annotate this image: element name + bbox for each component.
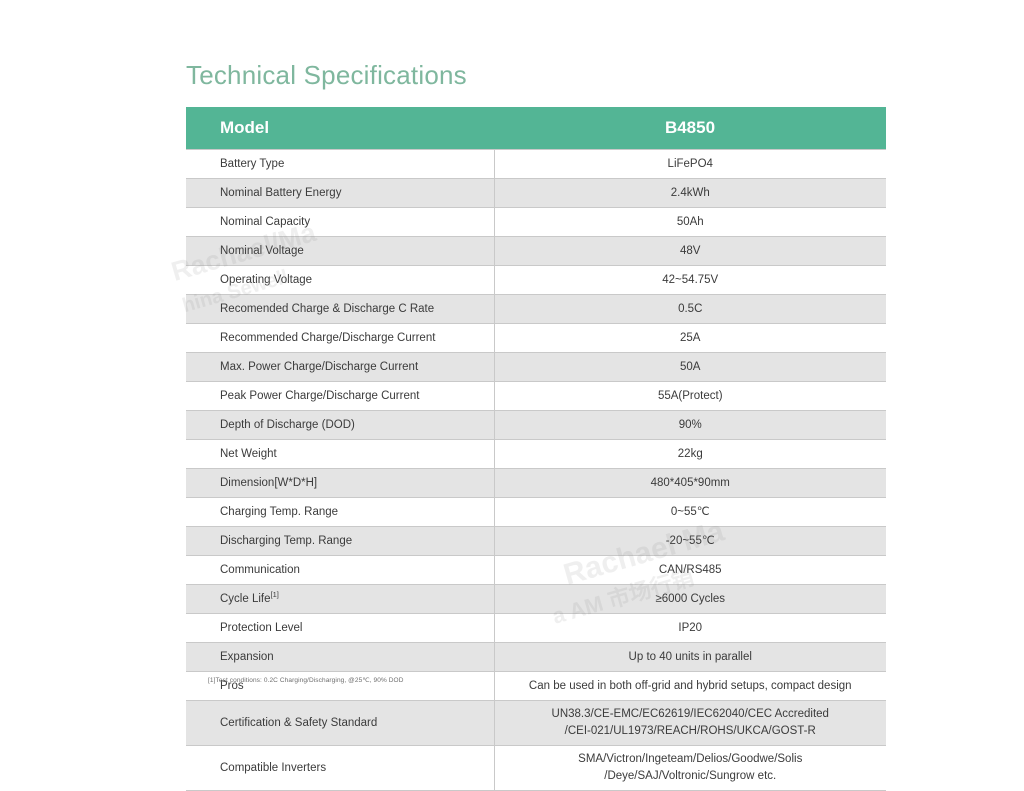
spec-label: Recommended Charge/Discharge Current	[186, 323, 495, 353]
column-header-b4850: B4850	[494, 107, 886, 150]
spec-label: Dimension[W*D*H]	[186, 468, 495, 498]
spec-value: IP20	[494, 613, 886, 643]
table-row: Pros Can be used in both off-grid and hyb…	[186, 671, 886, 701]
table-row: Nominal Battery Energy 2.4kWh	[186, 178, 886, 208]
table-row: Certification & Safety Standard UN38.3/CE…	[186, 700, 886, 746]
table-row: Expansion Up to 40 units in parallel	[186, 642, 886, 672]
spec-label: Expansion	[186, 642, 495, 672]
spec-label: Cycle Life[1]	[186, 584, 495, 614]
spec-value: UN38.3/CE-EMC/EC62619/IEC62040/CEC Accre…	[494, 700, 886, 746]
spec-label: Nominal Voltage	[186, 236, 495, 266]
spec-label: Compatible Inverters	[186, 745, 495, 791]
spec-label: Discharging Temp. Range	[186, 526, 495, 556]
spec-label: Pros	[186, 671, 495, 701]
table-row: Communication CAN/RS485	[186, 555, 886, 585]
spec-value: 50A	[494, 352, 886, 382]
spec-value: 0.5C	[494, 294, 886, 324]
spec-label: Nominal Battery Energy	[186, 178, 495, 208]
specifications-table-container: Model B4850 Battery Type LiFePO4 Nominal B…	[186, 107, 886, 791]
footnote-marker: [1]	[270, 589, 279, 599]
table-row: Cycle Life[1] ≥6000 Cycles	[186, 584, 886, 614]
spec-value: 2.4kWh	[494, 178, 886, 208]
spec-value: 22kg	[494, 439, 886, 469]
spec-label: Peak Power Charge/Discharge Current	[186, 381, 495, 411]
spec-value: -20~55℃	[494, 526, 886, 556]
footnote-test-conditions: [1]Test conditions: 0.2C Charging/Discha…	[208, 677, 404, 684]
spec-value: LiFePO4	[494, 149, 886, 179]
spec-value: 0~55℃	[494, 497, 886, 527]
table-row: Dimension[W*D*H] 480*405*90mm	[186, 468, 886, 498]
page-title: Technical Specifications	[186, 60, 467, 90]
spec-value: 25A	[494, 323, 886, 353]
table-row: Depth of Discharge (DOD) 90%	[186, 410, 886, 440]
specifications-table: Model B4850 Battery Type LiFePO4 Nominal B…	[186, 107, 886, 791]
table-body: Battery Type LiFePO4 Nominal Battery Energ…	[186, 149, 886, 791]
spec-value: SMA/Victron/Ingeteam/Delios/Goodwe/Solis…	[494, 745, 886, 791]
spec-label: Max. Power Charge/Discharge Current	[186, 352, 495, 382]
table-row: Net Weight 22kg	[186, 439, 886, 469]
table-header-row: Model B4850	[186, 107, 886, 150]
spec-sheet-page: Technical Specifications Model B4850 Bat…	[186, 60, 886, 791]
spec-label: Nominal Capacity	[186, 207, 495, 237]
table-row: Protection Level IP20	[186, 613, 886, 643]
table-row: Recommended Charge/Discharge Current 25A	[186, 323, 886, 353]
table-row: Nominal Voltage 48V	[186, 236, 886, 266]
spec-value: ≥6000 Cycles	[494, 584, 886, 614]
spec-value: 42~54.75V	[494, 265, 886, 295]
table-row: Max. Power Charge/Discharge Current 50A	[186, 352, 886, 382]
table-row: Compatible Inverters SMA/Victron/Ingeteam…	[186, 745, 886, 791]
column-header-model: Model	[186, 107, 494, 150]
spec-value: CAN/RS485	[494, 555, 886, 585]
spec-label: Recomended Charge & Discharge C Rate	[186, 294, 495, 324]
table-row: Peak Power Charge/Discharge Current 55A(P…	[186, 381, 886, 411]
spec-value: Up to 40 units in parallel	[494, 642, 886, 672]
table-row: Charging Temp. Range 0~55℃	[186, 497, 886, 527]
spec-label: Battery Type	[186, 149, 495, 179]
spec-label: Net Weight	[186, 439, 495, 469]
spec-label: Depth of Discharge (DOD)	[186, 410, 495, 440]
spec-label: Certification & Safety Standard	[186, 700, 495, 746]
table-row: Recomended Charge & Discharge C Rate 0.5C	[186, 294, 886, 324]
spec-value: 50Ah	[494, 207, 886, 237]
table-row: Battery Type LiFePO4	[186, 149, 886, 179]
spec-value: 48V	[494, 236, 886, 266]
spec-label: Protection Level	[186, 613, 495, 643]
spec-value: 90%	[494, 410, 886, 440]
spec-value: Can be used in both off-grid and hybrid …	[494, 671, 886, 701]
table-row: Operating Voltage 42~54.75V	[186, 265, 886, 295]
spec-value: 480*405*90mm	[494, 468, 886, 498]
spec-value: 55A(Protect)	[494, 381, 886, 411]
spec-label: Communication	[186, 555, 495, 585]
table-row: Nominal Capacity 50Ah	[186, 207, 886, 237]
table-header: Model B4850	[186, 107, 886, 150]
spec-label: Operating Voltage	[186, 265, 495, 295]
table-row: Discharging Temp. Range -20~55℃	[186, 526, 886, 556]
spec-label: Charging Temp. Range	[186, 497, 495, 527]
